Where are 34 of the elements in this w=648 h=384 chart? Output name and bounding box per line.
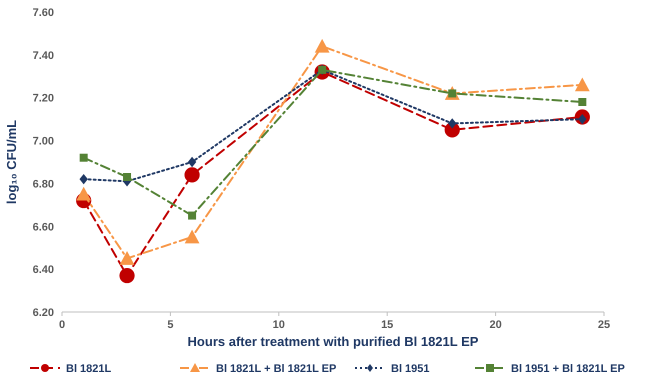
point — [80, 154, 88, 162]
point — [120, 251, 134, 265]
x-tick-label: 15 — [381, 319, 394, 331]
point — [123, 173, 132, 181]
point — [448, 118, 456, 129]
point — [574, 77, 590, 92]
x-tick-label: 5 — [167, 319, 174, 331]
point — [184, 230, 200, 244]
legend-label: Bl 1951 + Bl 1821L EP — [511, 363, 625, 375]
x-tick-label: 10 — [272, 319, 285, 331]
legend-label: Bl 1951 — [391, 363, 430, 375]
point — [188, 156, 196, 168]
y-tick-label: 7.60 — [32, 7, 54, 19]
x-tick-label: 25 — [598, 319, 610, 331]
y-tick-label: 6.60 — [32, 221, 54, 234]
legend-label: Bl 1821L + Bl 1821L EP — [216, 363, 336, 375]
point — [314, 38, 330, 53]
x-tick-label: 20 — [489, 319, 502, 331]
y-tick-label: 7.20 — [32, 92, 54, 105]
y-tick-label: 6.20 — [32, 307, 54, 319]
y-axis-title: log₁₀ CFU/mL — [4, 120, 19, 204]
point — [578, 98, 586, 106]
point — [184, 167, 200, 182]
point — [79, 174, 88, 184]
point — [76, 186, 92, 201]
y-tick-label: 7.40 — [32, 50, 54, 62]
legend-label: Bl 1821L — [66, 363, 112, 375]
point — [188, 212, 196, 220]
y-tick-label: 7.00 — [32, 136, 54, 148]
y-tick-label: 6.40 — [32, 264, 54, 276]
x-axis-title: Hours after treatment with purified Bl 1821L EP — [188, 334, 479, 349]
y-tick-label: 6.80 — [32, 178, 54, 190]
point — [119, 268, 135, 284]
x-tick-label: 0 — [58, 319, 66, 331]
